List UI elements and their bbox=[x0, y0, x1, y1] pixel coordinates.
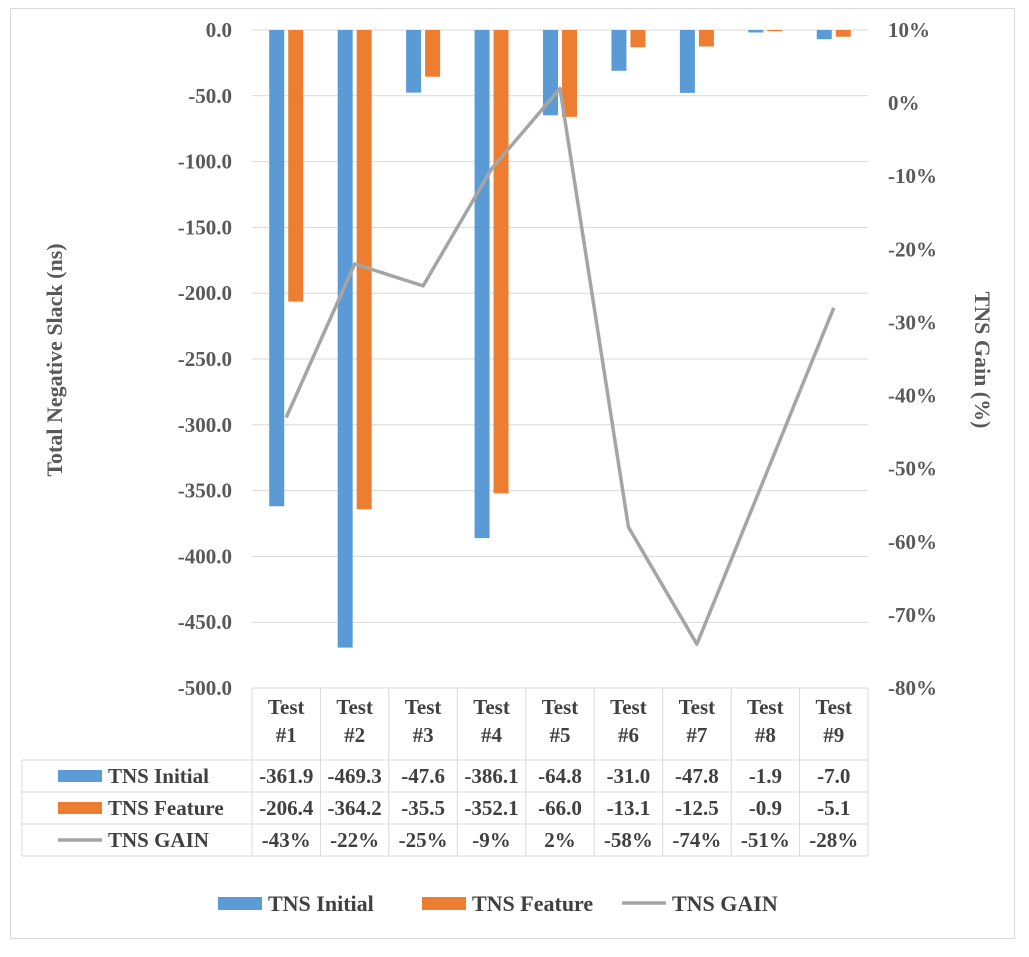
category-label: Test bbox=[336, 695, 373, 719]
category-label: #5 bbox=[550, 723, 571, 747]
y2-tick-label: 10% bbox=[888, 18, 930, 42]
legend-key bbox=[58, 770, 102, 782]
y-axis-title: Total Negative Slack (ns) bbox=[42, 243, 67, 476]
table-cell: -469.3 bbox=[328, 764, 382, 788]
y2-tick-label: 0% bbox=[888, 91, 920, 115]
y-tick-label: -300.0 bbox=[178, 413, 232, 437]
category-label: Test bbox=[405, 695, 442, 719]
table-cell: -206.4 bbox=[259, 796, 314, 820]
bar bbox=[611, 30, 627, 71]
table-cell: -22% bbox=[330, 828, 379, 852]
table-cell: -12.5 bbox=[675, 796, 719, 820]
table-cell: -7.0 bbox=[817, 764, 850, 788]
category-label: #9 bbox=[823, 723, 844, 747]
y-tick-label: -500.0 bbox=[178, 676, 232, 700]
legend-key bbox=[422, 897, 466, 910]
table-cell: -35.5 bbox=[401, 796, 445, 820]
table-cell: 2% bbox=[544, 828, 576, 852]
bar bbox=[493, 30, 509, 494]
y-tick-label: -150.0 bbox=[178, 215, 232, 239]
bar bbox=[356, 30, 372, 510]
table-cell: -51% bbox=[741, 828, 790, 852]
y2-tick-label: -60% bbox=[888, 530, 937, 554]
category-label: #3 bbox=[413, 723, 434, 747]
bar bbox=[406, 30, 422, 93]
row-label: TNS Feature bbox=[108, 796, 224, 820]
bar bbox=[562, 30, 577, 117]
y-tick-label: -350.0 bbox=[178, 479, 232, 503]
category-label: #1 bbox=[276, 723, 297, 747]
y2-tick-label: -10% bbox=[888, 164, 937, 188]
y-tick-label: -50.0 bbox=[188, 84, 232, 108]
legend-label: TNS GAIN bbox=[672, 891, 778, 916]
y2-tick-label: -30% bbox=[888, 310, 937, 334]
category-label: #7 bbox=[686, 723, 707, 747]
table-cell: -1.9 bbox=[749, 764, 782, 788]
table-cell: -74% bbox=[672, 828, 721, 852]
category-label: Test bbox=[815, 695, 852, 719]
bar bbox=[816, 30, 832, 40]
category-label: Test bbox=[542, 695, 579, 719]
bar bbox=[698, 30, 714, 47]
legend-label: TNS Initial bbox=[268, 891, 374, 916]
legend-key bbox=[58, 802, 102, 814]
bar bbox=[269, 30, 285, 507]
table-cell: -364.2 bbox=[328, 796, 382, 820]
table-cell: -47.6 bbox=[401, 764, 445, 788]
table-cell: -47.8 bbox=[675, 764, 719, 788]
table-cell: -66.0 bbox=[538, 796, 582, 820]
y-tick-label: -250.0 bbox=[178, 347, 232, 371]
table-cell: -28% bbox=[809, 828, 858, 852]
y2-tick-label: -40% bbox=[888, 384, 937, 408]
bar bbox=[543, 30, 558, 116]
bar bbox=[748, 30, 764, 33]
chart-frame bbox=[10, 8, 1015, 939]
category-label: Test bbox=[679, 695, 716, 719]
y2-tick-label: -50% bbox=[888, 457, 937, 481]
table-cell: -361.9 bbox=[259, 764, 313, 788]
line-series-tns-gain bbox=[284, 86, 836, 646]
y2-tick-label: -80% bbox=[888, 676, 937, 700]
y-tick-label: -200.0 bbox=[178, 281, 232, 305]
table-cell: -25% bbox=[399, 828, 448, 852]
category-label: #6 bbox=[618, 723, 639, 747]
row-label: TNS GAIN bbox=[108, 828, 209, 852]
table-cell: -58% bbox=[604, 828, 653, 852]
table-cell: -5.1 bbox=[817, 796, 850, 820]
y-tick-label: -100.0 bbox=[178, 150, 232, 174]
bar bbox=[288, 30, 304, 302]
category-label: #2 bbox=[344, 723, 365, 747]
table-cell: -0.9 bbox=[749, 796, 782, 820]
legend-key bbox=[218, 897, 262, 910]
bar bbox=[630, 30, 646, 48]
category-label: Test bbox=[610, 695, 647, 719]
category-label: Test bbox=[473, 695, 510, 719]
bar bbox=[425, 30, 441, 77]
table-cell: -386.1 bbox=[464, 764, 518, 788]
category-label: #8 bbox=[755, 723, 776, 747]
bar bbox=[474, 30, 490, 539]
table-cell: -13.1 bbox=[607, 796, 651, 820]
row-label: TNS Initial bbox=[108, 764, 209, 788]
table-cell: -9% bbox=[472, 828, 511, 852]
y-tick-label: -450.0 bbox=[178, 610, 232, 634]
y-tick-label: -400.0 bbox=[178, 544, 232, 568]
table-cell: -43% bbox=[262, 828, 311, 852]
legend-label: TNS Feature bbox=[472, 891, 593, 916]
y-tick-label: 0.0 bbox=[206, 18, 232, 42]
bar bbox=[767, 30, 783, 32]
category-label: Test bbox=[747, 695, 784, 719]
bar bbox=[679, 30, 695, 93]
y2-tick-label: -70% bbox=[888, 603, 937, 627]
category-label: Test bbox=[268, 695, 305, 719]
table-cell: -352.1 bbox=[464, 796, 518, 820]
y2-axis-title: TNS Gain (%) bbox=[970, 292, 995, 429]
y2-tick-label: -20% bbox=[888, 237, 937, 261]
table-cell: -64.8 bbox=[538, 764, 582, 788]
table-cell: -31.0 bbox=[607, 764, 651, 788]
bar bbox=[337, 30, 353, 648]
category-label: #4 bbox=[481, 723, 503, 747]
bar bbox=[835, 30, 851, 37]
